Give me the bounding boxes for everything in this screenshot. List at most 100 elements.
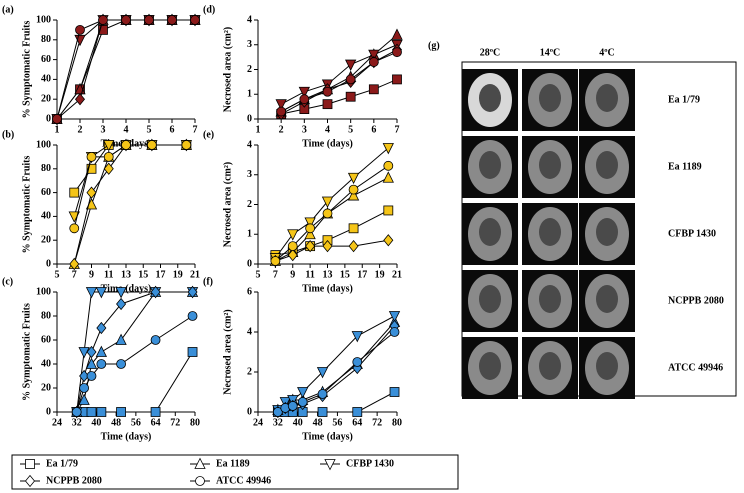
x-tick-label: 1 bbox=[55, 124, 60, 135]
marker bbox=[345, 59, 357, 71]
marker bbox=[187, 285, 198, 299]
legend-label: CFBP 1430 bbox=[346, 458, 394, 469]
marker bbox=[52, 114, 62, 124]
marker bbox=[368, 49, 380, 62]
y-tick-label: 0 bbox=[247, 258, 252, 269]
y-tick-label: 40 bbox=[41, 211, 51, 222]
marker bbox=[352, 357, 363, 367]
x-tick-label: 7 bbox=[273, 269, 278, 280]
fruit-core bbox=[479, 84, 501, 112]
x-tick-label: 19 bbox=[173, 269, 183, 280]
fruit-core bbox=[596, 218, 618, 246]
y-tick-label: 80 bbox=[41, 310, 51, 321]
x-tick-label: 3 bbox=[302, 124, 307, 135]
legend-label: Ea 1/79 bbox=[46, 458, 78, 469]
marker bbox=[322, 240, 333, 253]
x-tick-label: 4 bbox=[124, 124, 129, 135]
marker bbox=[95, 345, 108, 357]
marker bbox=[287, 241, 298, 252]
panel-label: (g) bbox=[428, 40, 440, 51]
fruit-core bbox=[539, 151, 561, 179]
column-header: 4ºC bbox=[599, 47, 615, 58]
y-axis-label: % Symptomatic Fruits bbox=[21, 303, 32, 401]
y-tick-label: 0 bbox=[247, 113, 252, 124]
x-tick-label: 17 bbox=[357, 269, 367, 280]
marker bbox=[347, 189, 360, 201]
marker bbox=[115, 333, 127, 345]
marker bbox=[150, 285, 161, 299]
y-axis-label: % Symptomatic Fruits bbox=[21, 156, 32, 254]
marker bbox=[305, 240, 316, 253]
legend-box bbox=[11, 454, 459, 490]
series-line bbox=[281, 78, 398, 115]
marker bbox=[348, 184, 359, 195]
column-header: 28ºC bbox=[480, 47, 501, 58]
y-tick-label: 2 bbox=[247, 199, 252, 210]
marker bbox=[368, 57, 379, 67]
x-tick-label: 15 bbox=[340, 269, 350, 280]
marker bbox=[85, 287, 98, 299]
fruit-core bbox=[539, 285, 561, 313]
x-tick-label: 5 bbox=[256, 269, 261, 280]
marker bbox=[116, 359, 126, 369]
marker bbox=[317, 389, 328, 399]
row-label: ATCC 49946 bbox=[668, 362, 723, 373]
y-axis-label: Necrosed area (cm²) bbox=[222, 27, 233, 112]
y-tick-label: 60 bbox=[41, 334, 51, 345]
y-tick-label: 3 bbox=[247, 169, 252, 180]
marker bbox=[121, 15, 131, 25]
marker bbox=[276, 106, 287, 117]
marker bbox=[351, 331, 363, 343]
series-line bbox=[73, 144, 187, 229]
y-tick-label: 1 bbox=[247, 89, 252, 100]
y-axis-label: Necrosed area (cm²) bbox=[222, 162, 233, 247]
panel-label: (c) bbox=[2, 276, 13, 287]
x-axis-label: Time (days) bbox=[302, 283, 353, 294]
x-tick-label: 6 bbox=[170, 124, 175, 135]
marker bbox=[298, 86, 310, 99]
x-tick-label: 5 bbox=[55, 269, 60, 280]
marker bbox=[181, 140, 192, 150]
marker bbox=[347, 172, 360, 185]
marker bbox=[275, 99, 287, 111]
marker bbox=[348, 240, 359, 253]
marker bbox=[25, 459, 35, 469]
y-tick-label: 6 bbox=[247, 286, 252, 297]
x-tick-label: 9 bbox=[89, 269, 94, 280]
marker bbox=[69, 187, 80, 198]
fruit-core bbox=[596, 151, 618, 179]
marker bbox=[348, 223, 359, 234]
marker bbox=[389, 327, 400, 337]
series-line bbox=[56, 19, 195, 120]
row-label: CFBP 1430 bbox=[668, 228, 716, 239]
marker bbox=[316, 367, 329, 379]
marker bbox=[345, 91, 356, 102]
marker bbox=[352, 407, 363, 417]
y-tick-label: 0 bbox=[247, 406, 252, 417]
column-header: 14ºC bbox=[540, 47, 561, 58]
y-tick-label: 3 bbox=[247, 39, 252, 50]
marker bbox=[71, 407, 82, 417]
marker bbox=[304, 217, 316, 229]
marker bbox=[383, 160, 394, 171]
x-tick-label: 15 bbox=[138, 269, 148, 280]
y-tick-label: 0 bbox=[46, 113, 51, 124]
row-label: NCPPB 2080 bbox=[668, 295, 724, 306]
y-tick-label: 100 bbox=[36, 286, 51, 297]
marker bbox=[85, 357, 98, 369]
fruit-core bbox=[539, 84, 561, 112]
x-tick-label: 80 bbox=[190, 417, 200, 428]
y-axis-label: Necrosed area (cm²) bbox=[222, 309, 233, 394]
marker bbox=[392, 47, 402, 58]
marker bbox=[297, 397, 308, 407]
x-tick-label: 2 bbox=[78, 124, 83, 135]
panel-label: (e) bbox=[203, 129, 214, 140]
marker bbox=[317, 407, 328, 417]
marker bbox=[382, 171, 394, 183]
y-tick-label: 4 bbox=[247, 326, 252, 337]
marker bbox=[272, 407, 283, 417]
marker bbox=[194, 457, 206, 469]
fruit-core bbox=[479, 285, 501, 313]
x-axis-label: Time (days) bbox=[302, 138, 353, 149]
marker bbox=[322, 86, 333, 97]
